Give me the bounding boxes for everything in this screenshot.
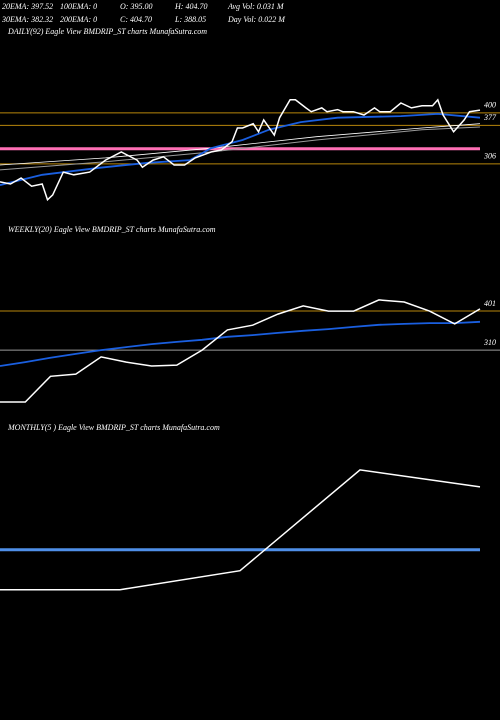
header-stat: H: 404.70 xyxy=(174,2,207,11)
y-tick-label: 306 xyxy=(483,152,496,161)
panel-title: WEEKLY(20) Eagle View BMDRIP_ST charts M… xyxy=(8,225,216,234)
series-line xyxy=(0,112,481,186)
y-tick-label: 401 xyxy=(484,299,496,308)
series-line xyxy=(0,299,481,403)
header-stat: O: 395.00 xyxy=(120,2,152,11)
y-tick-label: 377 xyxy=(483,113,497,122)
series-line xyxy=(0,469,481,591)
header-stat: L: 388.05 xyxy=(174,15,206,24)
y-tick-label: 310 xyxy=(483,338,496,347)
header-stat: 30EMA: 382.32 xyxy=(1,15,53,24)
header-stat: 200EMA: 0 xyxy=(60,15,97,24)
header-stat: C: 404.70 xyxy=(120,15,152,24)
header-stat: 100EMA: 0 xyxy=(60,2,97,11)
header-stat: Day Vol: 0.022 M xyxy=(227,15,286,24)
series-line xyxy=(0,123,481,166)
header-stat: Avg Vol: 0.031 M xyxy=(227,2,285,11)
panel-title: DAILY(92) Eagle View BMDRIP_ST charts Mu… xyxy=(7,27,207,36)
series-line xyxy=(0,126,481,171)
y-tick-label: 400 xyxy=(484,101,496,110)
series-line xyxy=(0,98,481,202)
header-stat: 20EMA: 397.52 xyxy=(2,2,53,11)
panel-title: MONTHLY(5 ) Eagle View BMDRIP_ST charts … xyxy=(7,423,220,432)
series-line xyxy=(0,320,481,367)
